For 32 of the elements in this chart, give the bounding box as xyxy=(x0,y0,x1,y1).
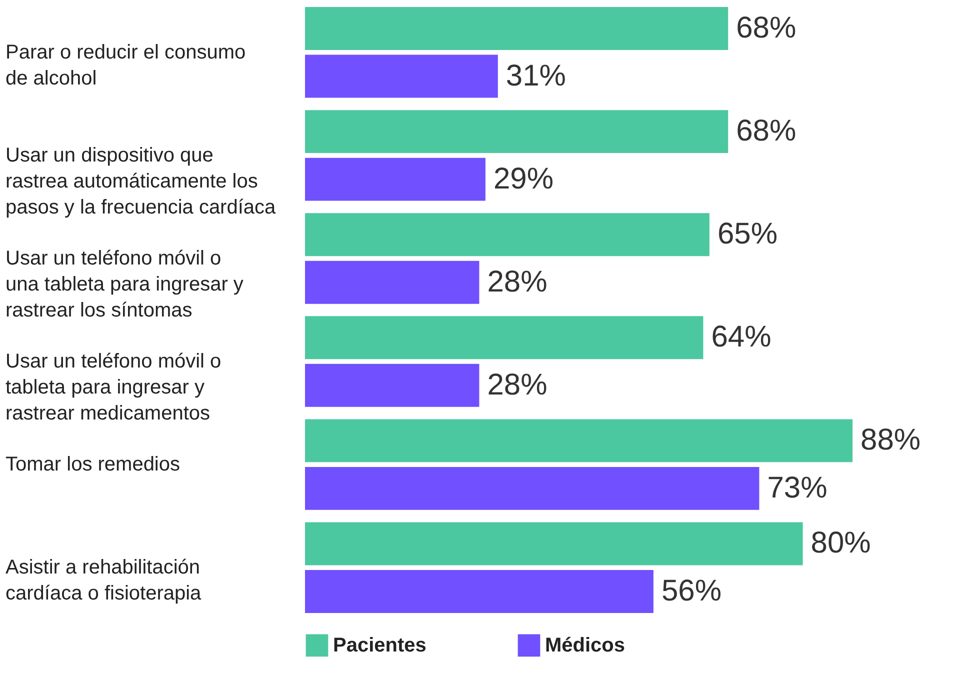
data-label: 64% xyxy=(711,320,772,354)
data-label: 68% xyxy=(736,12,796,45)
data-label: 88% xyxy=(860,424,921,457)
bar xyxy=(305,54,498,98)
data-label: 80% xyxy=(810,526,871,560)
data-label: 65% xyxy=(717,218,778,251)
data-label: 31% xyxy=(506,59,566,92)
bar xyxy=(305,7,728,50)
y-tick-label: Usar un teléfono móvil o tableta para ingresar y rastrear medicamentos xyxy=(6,350,222,425)
bar xyxy=(305,316,704,360)
data-label: 28% xyxy=(487,368,548,402)
y-tick-label: Usar un teléfono móvil o una tableta para ingresar y rastrear los síntomas xyxy=(6,247,244,322)
data-label: 73% xyxy=(767,471,828,504)
bar xyxy=(305,213,710,256)
bar xyxy=(305,419,853,462)
legend-label: Médicos xyxy=(545,634,626,656)
data-label: 29% xyxy=(493,162,554,196)
y-tick-label: Asistir a rehabilitación cardíaca o fisioterapia xyxy=(6,556,202,605)
y-tick-label: Tomar los remedios xyxy=(6,454,180,476)
bar xyxy=(305,110,728,154)
bar xyxy=(305,364,480,407)
data-label: 68% xyxy=(736,114,796,148)
bar xyxy=(305,466,760,510)
bar xyxy=(305,570,654,613)
y-tick-label: Parar o reducir el consumo de alcohol xyxy=(6,41,246,90)
data-label: 56% xyxy=(661,574,722,608)
bar xyxy=(305,260,480,304)
y-tick-label: Usar un dispositivo que rastrea automáticamente los pasos y la frecuencia cardíaca xyxy=(6,144,277,218)
legend-label: Pacientes xyxy=(333,634,426,656)
bar xyxy=(305,158,486,201)
bar xyxy=(305,522,803,566)
data-label: 28% xyxy=(487,265,548,298)
